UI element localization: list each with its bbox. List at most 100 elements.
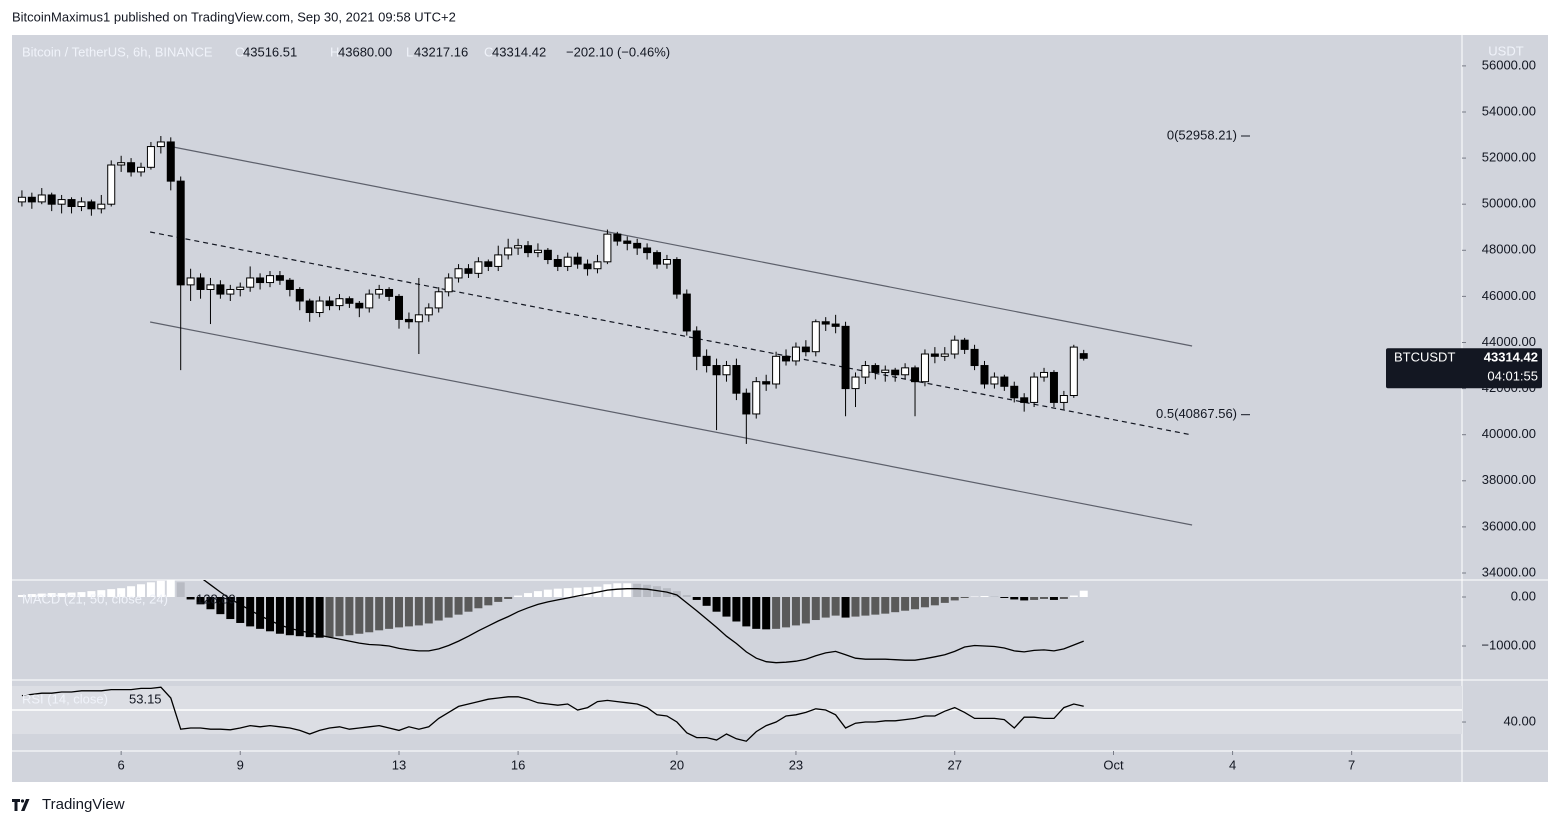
candle-body [682,293,691,332]
y-tick-label: 54000.00 [1482,103,1536,118]
macd-histogram-bar [226,597,235,620]
macd-histogram-bar [444,597,453,618]
candle-body [325,300,334,307]
candle-body [156,141,165,148]
candle-body [970,348,979,367]
unit-label: USDT [1488,43,1523,58]
macd-histogram-bar [920,597,929,608]
macd-histogram-bar [851,597,860,617]
price-tag-symbol: BTCUSDT [1394,350,1455,365]
y-tick-label: 56000.00 [1482,57,1536,72]
candle-body [87,201,96,210]
candle-body [444,277,453,293]
candle-body [732,365,741,394]
brand: TradingView [42,796,125,813]
x-tick-label: 27 [947,757,961,772]
macd-histogram-bar [196,597,205,605]
candle-body [424,307,433,316]
candle-body [236,286,245,290]
macd-histogram-bar [613,583,622,598]
candle-body [861,365,870,378]
macd-histogram-bar [752,597,761,629]
macd-histogram-bar [722,597,731,617]
macd-histogram-bar [325,597,334,638]
candle-body [285,279,294,290]
candle-body [623,240,632,244]
macd-histogram-bar [375,597,384,631]
trend-line [167,145,1193,347]
macd-histogram-bar [246,597,255,627]
candle-body [127,162,136,173]
y-tick-label: 44000.00 [1482,334,1536,349]
macd-histogram-bar [791,597,800,626]
rsi-y-tick-label: 40.00 [1503,713,1536,728]
candle-body [930,353,939,357]
candle-body [573,256,582,265]
macd-histogram-bar [1000,597,1009,598]
candle-body [990,376,999,385]
candle-body [434,291,443,309]
macd-histogram-bar [464,597,473,612]
macd-histogram-bar [533,591,542,598]
macd-histogram-bar [742,597,751,627]
candle-body [593,261,602,270]
macd-histogram-bar [583,587,592,598]
candle-body [702,355,711,367]
candle-body [801,346,810,353]
candle-body [256,277,265,284]
candle-body [563,256,572,267]
candle-body [653,252,662,265]
candle-body [752,381,761,415]
candle-body [514,245,523,249]
candle-body [980,365,989,385]
macd-histogram-bar [37,593,46,598]
macd-histogram-bar [1030,597,1039,600]
brand-logo [12,799,30,811]
x-tick-label: 13 [392,757,406,772]
candle-body [1000,376,1009,387]
candle-body [881,369,890,373]
candle-body [1030,376,1039,403]
legend-letter: L [406,44,413,59]
candle-body [57,199,66,205]
candle-body [940,353,949,357]
candle-body [950,339,959,355]
candle-body [811,321,820,353]
legend-letter: H [330,44,339,59]
macd-histogram-bar [404,597,413,627]
candle-body [643,247,652,254]
macd-histogram-bar [424,597,433,624]
macd-histogram-bar [256,597,265,629]
candle-body [762,381,771,385]
legend-value: 43217.16 [414,44,468,59]
macd-line [202,580,1084,664]
candle-body [226,288,235,295]
macd-histogram-bar [901,597,910,611]
macd-histogram-bar [970,596,979,598]
macd-histogram-bar [335,597,344,637]
legend-title: Bitcoin / TetherUS, 6h, BINANCE [22,44,213,59]
x-tick-label: 6 [118,757,125,772]
macd-histogram-bar [573,587,582,598]
candle-body [206,284,215,290]
candle-body [395,295,404,320]
candle-body [47,194,56,205]
macd-histogram-bar [484,597,493,606]
candle-body [196,277,205,290]
candle-body [67,199,76,207]
macd-histogram-bar [414,597,423,626]
candle-body [583,263,592,270]
y-tick-label: 40000.00 [1482,426,1536,441]
macd-histogram-bar [831,597,840,616]
candle-body [37,194,46,203]
macd-histogram-bar [514,595,523,598]
price-tag-countdown: 04:01:55 [1487,369,1538,384]
macd-histogram-bar [504,597,513,599]
candle-body [891,369,900,376]
macd-histogram-bar [494,597,503,602]
macd-histogram-bar [950,597,959,601]
macd-histogram-bar [732,597,741,622]
candle-body [375,288,384,295]
